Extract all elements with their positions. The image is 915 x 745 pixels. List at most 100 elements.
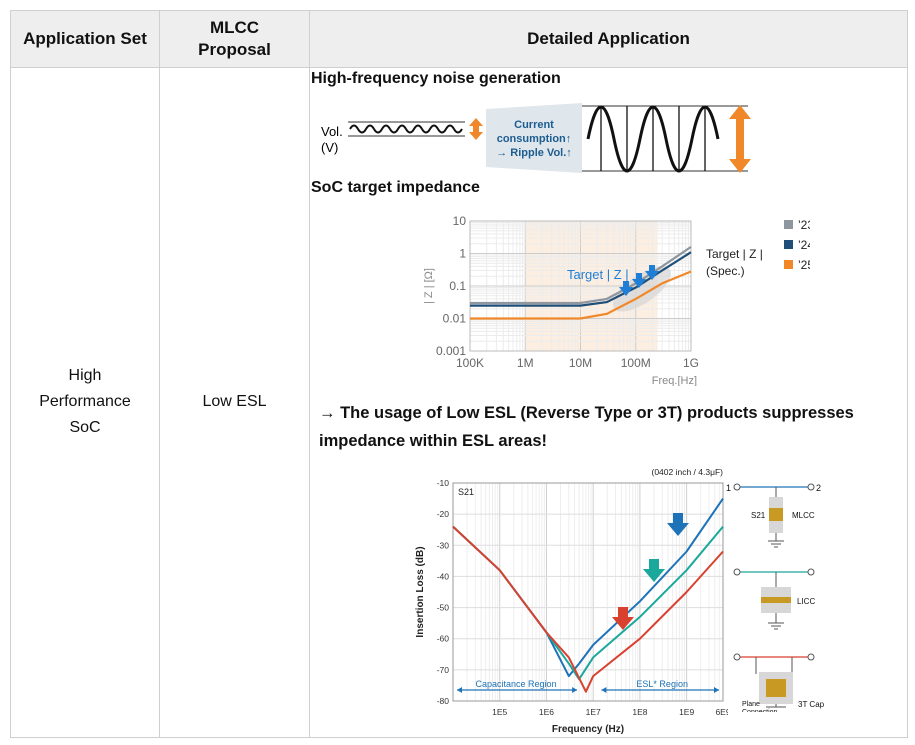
noise-section-title: High-frequency noise generation xyxy=(311,70,561,87)
legend-label: ’24 xyxy=(798,238,810,252)
y-tick-label: 10 xyxy=(453,214,467,228)
x-tick-label: 1E7 xyxy=(586,707,601,717)
y-axis-label: Insertion Loss (dB) xyxy=(415,546,426,637)
s21-label: S21 xyxy=(751,511,766,520)
port-node-icon xyxy=(807,653,815,661)
y-tick-label: -70 xyxy=(437,665,450,675)
down-arrow-icon xyxy=(612,607,634,630)
header-application-set-text: Application Set xyxy=(23,29,147,48)
y-axis-label: | Z | [Ω] xyxy=(423,268,435,304)
ground-icon xyxy=(768,540,784,548)
impedance-series-line xyxy=(470,245,692,305)
target-highlight-blob xyxy=(613,266,671,312)
x-tick-label: 1M xyxy=(517,356,534,370)
table-header-row: Application Set MLCC Proposal Detailed A… xyxy=(11,11,907,68)
esl-note: → The usage of Low ESL (Reverse Type or … xyxy=(319,399,889,455)
header-application-set: Application Set xyxy=(11,11,159,67)
x-tick-label: 1E6 xyxy=(539,707,554,717)
header-detailed-application: Detailed Application xyxy=(310,11,907,67)
port-node-icon xyxy=(807,483,815,491)
impedance-series-line xyxy=(470,251,692,307)
port2-label: 2 xyxy=(816,483,821,493)
target-z-annotation: Target | Z | xyxy=(567,267,629,282)
capacitance-region-label: Capacitance Region xyxy=(476,679,557,689)
mlcc-electrode-icon xyxy=(769,508,783,521)
vol-unit-label: (V) xyxy=(321,140,338,155)
transition-arrow-shape xyxy=(486,103,582,173)
down-arrow-icon xyxy=(632,273,646,288)
licc-electrode-icon xyxy=(761,597,791,603)
small-amplitude-arrow-icon xyxy=(469,118,483,140)
insertion-loss-chart: Capacitance Region ESL* Region S21 (0402 in… xyxy=(415,467,728,735)
down-arrow-icon xyxy=(645,265,659,280)
target-spec-label: Target | Z | xyxy=(706,247,763,261)
x-tick-label: 1E8 xyxy=(632,707,647,717)
cap3t-label: 3T Cap xyxy=(798,700,825,709)
capacitor-schematic: 1 2 S21 MLCC LICC 3T Cap PlaneConnection xyxy=(726,483,825,712)
application-line: SoC xyxy=(69,419,101,436)
chart-title: (0402 inch / 4.3μF) xyxy=(651,467,723,477)
x-tick-label: 100M xyxy=(621,356,651,370)
cell-mlcc-proposal: Low ESL xyxy=(160,67,309,737)
plot-frame xyxy=(469,220,692,352)
ground-icon xyxy=(768,622,784,630)
noise-diagram: Vol. (V) Current consumption↑ → Ripple V… xyxy=(321,103,751,173)
down-arrow-icon xyxy=(643,559,665,582)
impedance-section-title: SoC target impedance xyxy=(311,179,480,196)
port-node-icon xyxy=(807,568,815,576)
x-axis-label: Frequency (Hz) xyxy=(552,724,624,735)
cell-application-set: High Performance SoC xyxy=(11,67,159,737)
y-tick-label: 0.1 xyxy=(449,279,466,293)
y-tick-label: -60 xyxy=(437,634,450,644)
cap3t-electrode-icon xyxy=(766,679,786,697)
plane-connection-label: Connection xyxy=(742,709,778,712)
target-spec-sub-label: (Spec.) xyxy=(706,264,745,278)
small-ripple-wave xyxy=(349,124,463,134)
y-tick-label: -40 xyxy=(437,571,450,581)
esl-note-line1: → The usage of Low ESL (Reverse Type or … xyxy=(319,404,854,422)
header-proposal-line: Proposal xyxy=(198,40,271,59)
application-table: Application Set MLCC Proposal Detailed A… xyxy=(10,10,908,738)
arrow-text-line1: Current xyxy=(514,119,554,131)
y-tick-label: 0.01 xyxy=(443,312,467,326)
y-tick-label: -50 xyxy=(437,603,450,613)
arrow-text-line2: consumption↑ xyxy=(497,133,572,145)
esl-region-label: ESL* Region xyxy=(636,679,688,689)
header-mlcc-line: MLCC xyxy=(209,18,260,37)
y-tick-label: -30 xyxy=(437,540,450,550)
x-tick-label: 10M xyxy=(569,356,592,370)
x-tick-label: 100K xyxy=(456,356,484,370)
application-line: High xyxy=(68,367,102,384)
mlcc-label: MLCC xyxy=(792,511,815,520)
legend-label: ’25 xyxy=(798,258,810,272)
proposal-text: Low ESL xyxy=(202,393,267,410)
y-tick-label: -10 xyxy=(437,478,450,488)
down-arrow-icon xyxy=(667,513,689,536)
column-divider xyxy=(309,11,310,737)
port1-label: 1 xyxy=(726,483,731,493)
licc-label: LICC xyxy=(797,597,815,606)
port-node-icon xyxy=(733,653,741,661)
y-tick-label: 0.001 xyxy=(436,344,466,358)
port-node-icon xyxy=(733,483,741,491)
x-tick-label: 1G xyxy=(683,356,699,370)
column-divider xyxy=(159,11,160,737)
legend-label: ’23 xyxy=(798,218,810,232)
impedance-series-line xyxy=(470,270,692,320)
y-tick-label: 1 xyxy=(459,247,466,261)
x-axis-label: Freq.[Hz] xyxy=(652,375,697,386)
insertion-series-line xyxy=(452,525,724,693)
large-ripple-wave xyxy=(586,105,720,173)
y-tick-label: -20 xyxy=(437,509,450,519)
port-node-icon xyxy=(733,568,741,576)
esl-note-line2: impedance within ESL areas! xyxy=(319,432,548,450)
chart-inner-label: S21 xyxy=(458,487,474,497)
down-arrow-icon xyxy=(619,281,633,296)
plot-frame xyxy=(452,482,724,702)
large-wave-tick-marks xyxy=(600,106,706,171)
x-tick-label: 6E9 xyxy=(715,707,728,717)
application-line: Performance xyxy=(39,393,131,410)
x-tick-label: 1E9 xyxy=(679,707,694,717)
legend-swatch xyxy=(784,220,793,229)
arrow-text-line3: → Ripple Vol.↑ xyxy=(496,147,572,159)
